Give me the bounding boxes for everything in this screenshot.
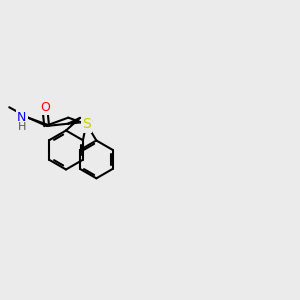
Text: H: H — [18, 122, 26, 132]
Text: N: N — [17, 111, 26, 124]
Text: O: O — [40, 101, 50, 114]
Text: S: S — [82, 117, 91, 131]
Text: O: O — [82, 115, 92, 128]
